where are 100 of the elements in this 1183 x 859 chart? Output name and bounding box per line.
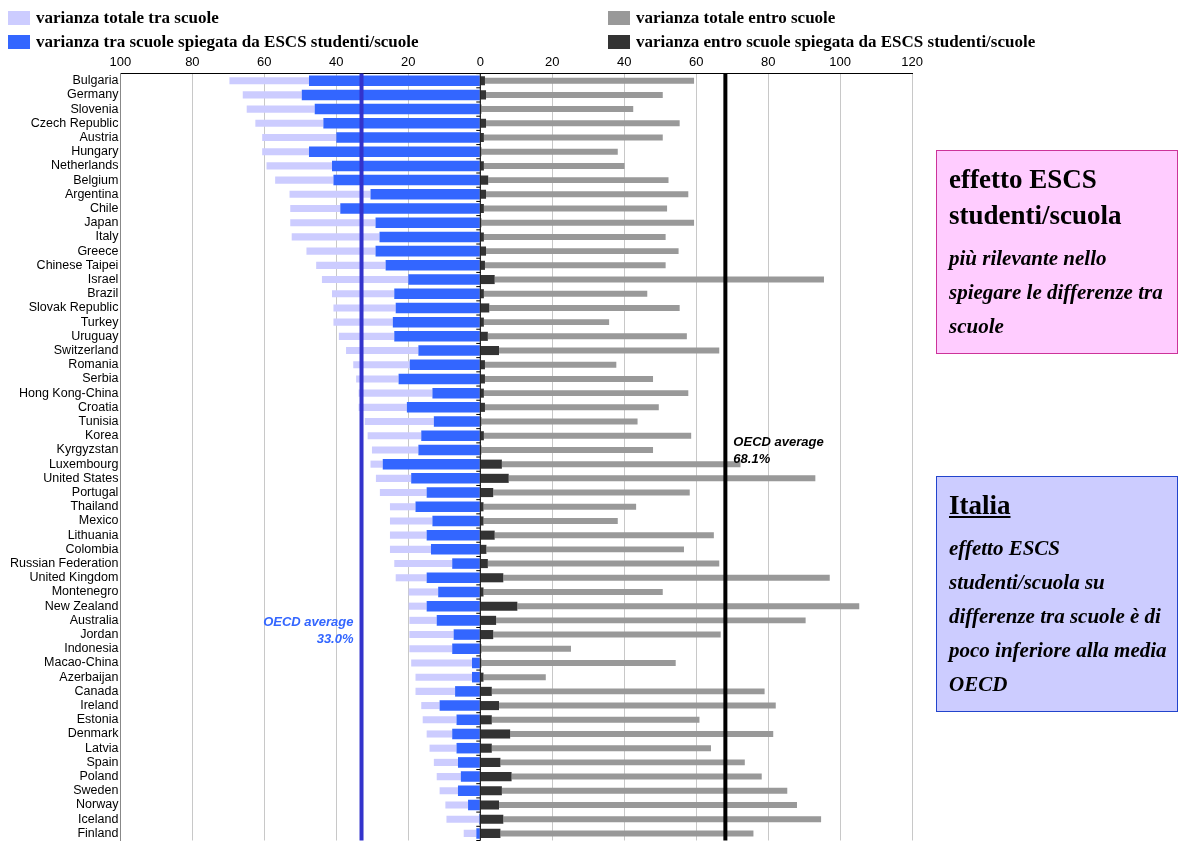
bar <box>494 532 714 539</box>
bar <box>433 758 458 766</box>
bar <box>480 715 492 725</box>
y-tick-label: Denmark <box>67 726 120 741</box>
bar <box>457 785 480 797</box>
bar <box>480 473 509 483</box>
bar <box>456 714 480 726</box>
bar <box>480 203 484 214</box>
bar <box>483 290 648 297</box>
y-tick-label: United Kingdom <box>29 570 119 585</box>
bar <box>262 148 309 156</box>
x-tick-label: 100 <box>829 54 852 70</box>
bar <box>468 799 480 811</box>
bar <box>483 390 689 397</box>
bar <box>415 687 456 695</box>
bar <box>480 729 511 739</box>
x-tick-label: 100 <box>109 54 132 70</box>
bar <box>488 177 669 184</box>
y-tick-label: Russian Federation <box>9 556 119 571</box>
bar <box>500 830 754 837</box>
bar <box>480 374 485 384</box>
bar <box>408 602 427 610</box>
y-tick-label: Tunisia <box>78 414 119 428</box>
bar <box>480 345 499 356</box>
bar <box>480 402 485 412</box>
bar <box>483 517 618 524</box>
bar <box>480 800 499 810</box>
x-tick-label: 60 <box>688 54 704 70</box>
text: Italia <box>949 489 1012 522</box>
y-tick-label: Greece <box>77 243 119 258</box>
bar <box>486 120 680 127</box>
bar <box>480 161 484 171</box>
y-tick-label: Estonia <box>76 712 119 727</box>
bar <box>375 245 480 257</box>
y-tick-label: Macao-China <box>44 655 119 670</box>
bar <box>499 347 720 354</box>
legend-label: varianza entro scuole spiegata da ESCS studenti/scuole <box>636 32 1036 52</box>
bar <box>289 190 371 198</box>
bar <box>262 133 337 142</box>
bar <box>389 517 433 525</box>
bar <box>379 231 480 243</box>
bar <box>480 587 484 597</box>
bar <box>484 361 617 368</box>
y-tick-label: Lithuania <box>67 527 119 542</box>
bar <box>483 503 637 510</box>
bar <box>480 786 502 796</box>
bar <box>426 529 480 541</box>
bar <box>481 106 634 113</box>
y-tick-label: United States <box>43 470 119 485</box>
bar <box>340 203 480 214</box>
bar <box>418 444 480 456</box>
y-tick-label: Norway <box>76 797 120 812</box>
y-tick-label: Latvia <box>85 740 119 755</box>
ref-line-label: OECD average 33.0% <box>263 613 354 646</box>
bar <box>392 316 480 328</box>
bar <box>517 603 860 610</box>
y-tick-label: Spain <box>86 754 119 769</box>
y-tick-label: Mexico <box>78 513 119 528</box>
bar <box>409 645 453 653</box>
bar <box>480 488 494 498</box>
bar <box>481 645 571 652</box>
bar <box>446 815 480 823</box>
bar <box>306 247 376 255</box>
bar <box>266 162 333 170</box>
x-tick-label: 40 <box>329 54 344 70</box>
y-tick-label: Turkey <box>80 314 120 329</box>
bar <box>481 219 695 226</box>
bar <box>394 331 480 342</box>
bar <box>379 489 427 497</box>
bar <box>385 260 480 271</box>
bar <box>453 629 480 640</box>
bar <box>353 361 410 369</box>
bar <box>491 688 765 695</box>
x-tick-label: 20 <box>545 54 560 70</box>
bar <box>480 260 485 270</box>
bar <box>356 375 399 383</box>
bar <box>483 233 666 240</box>
bar <box>480 90 487 100</box>
text: più rilevante nello spiegare le differenze tra scuole <box>949 245 1164 340</box>
bar <box>389 545 431 553</box>
bar <box>472 657 480 669</box>
bar <box>333 304 396 312</box>
y-tick-label: Ireland <box>80 698 119 713</box>
bar <box>483 432 692 439</box>
bar <box>332 290 395 298</box>
y-tick-label: Argentina <box>64 186 119 201</box>
bar <box>290 204 341 213</box>
bar <box>486 91 663 98</box>
bar <box>480 431 484 441</box>
bar <box>480 743 492 753</box>
y-tick-label: Chinese Taipei <box>36 257 119 272</box>
y-tick-label: Romania <box>68 357 119 372</box>
bar <box>394 560 453 568</box>
bar <box>370 189 480 200</box>
legend-label: varianza totale entro scuole <box>636 8 836 28</box>
bar <box>480 331 488 341</box>
bar <box>480 132 484 143</box>
bar <box>409 359 480 370</box>
bar <box>426 730 453 738</box>
bar <box>370 460 383 468</box>
